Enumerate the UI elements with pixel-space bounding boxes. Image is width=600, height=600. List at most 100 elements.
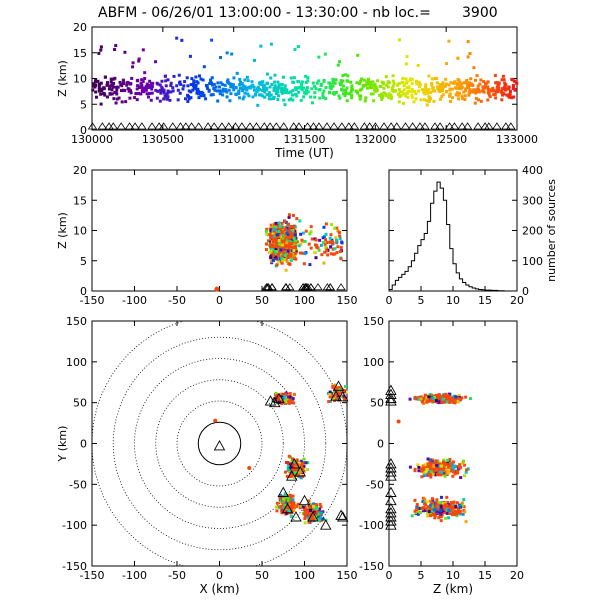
- time-height-point: [384, 92, 388, 96]
- plan-view-point: [312, 517, 316, 521]
- time-height-point: [375, 88, 379, 92]
- time-height-point: [337, 60, 341, 64]
- time-height-point: [177, 73, 181, 77]
- time-height-point: [480, 89, 484, 93]
- time-height-point: [187, 89, 191, 93]
- z-y-point: [450, 397, 454, 401]
- time_height-xtick-label: 130000: [71, 133, 113, 146]
- x-z-point: [301, 240, 305, 244]
- plan-view-point: [275, 509, 279, 513]
- x-z-point: [264, 229, 268, 233]
- plan-view-point: [337, 392, 341, 396]
- time-height-point: [164, 84, 168, 88]
- z-y-station-marker: [385, 384, 397, 395]
- time-height-point: [188, 54, 192, 58]
- time-height-point: [410, 93, 414, 97]
- x-z-point: [321, 236, 325, 240]
- z-y-point: [434, 459, 438, 463]
- plan-view-point: [314, 502, 318, 506]
- time-height-point: [471, 90, 475, 94]
- time-height-point: [267, 94, 271, 98]
- time-height-point: [268, 85, 272, 89]
- z-y-point: [462, 505, 466, 509]
- time-height-point: [106, 81, 110, 85]
- x-z-point: [321, 240, 325, 244]
- z-y-point: [429, 462, 433, 466]
- time-height-point: [121, 88, 125, 92]
- time-height-point: [341, 79, 345, 83]
- time-height-point: [439, 87, 443, 91]
- time-height-point: [241, 97, 245, 101]
- time-height-point: [309, 95, 313, 99]
- z-y-point: [428, 465, 432, 469]
- plan-view-point: [280, 510, 284, 514]
- time-height-point: [232, 76, 236, 80]
- time-height-point: [349, 90, 353, 94]
- plan-view-station-marker: [285, 470, 298, 481]
- x-z-point: [264, 248, 268, 252]
- plan-view-point: [275, 398, 279, 402]
- plan-view-point: [295, 468, 299, 472]
- time-height-point: [213, 88, 217, 92]
- plan-view-point: [283, 492, 287, 496]
- time-height-point: [135, 87, 139, 91]
- time-height-point: [182, 84, 186, 88]
- z-y-point: [445, 495, 449, 499]
- plan-view-station-marker: [335, 509, 347, 520]
- time-height-point: [199, 94, 203, 98]
- time-height-point: [163, 74, 167, 78]
- time-height-point: [455, 83, 459, 87]
- x-z-point: [272, 229, 276, 233]
- time-height-point: [495, 81, 499, 85]
- z-y-point: [446, 470, 450, 474]
- x-z-point: [275, 243, 279, 247]
- plan-view-point: [287, 503, 291, 507]
- time-height-point: [160, 85, 164, 89]
- x-z-point: [335, 241, 339, 245]
- z-y-point: [426, 462, 430, 466]
- time-height-point: [385, 83, 389, 87]
- time-height-point: [257, 81, 261, 85]
- time-height-point: [491, 89, 495, 93]
- plan-view-station-marker: [288, 457, 301, 469]
- time-height-point: [147, 92, 151, 96]
- z-y-point: [445, 508, 449, 512]
- time-height-point: [245, 75, 249, 79]
- time-height-point: [143, 77, 147, 81]
- x-z-point: [323, 243, 327, 247]
- time-height-station-marker: [224, 122, 234, 130]
- x-z-panel: -150 -100 -50 0 50 100 150 0 5 10 15 20 Z (km): [56, 164, 358, 307]
- time-height-point: [389, 97, 393, 101]
- time-height-point: [273, 84, 277, 88]
- time-height-station-marker: [473, 122, 483, 130]
- x-z-point: [297, 244, 301, 248]
- x-z-point: [303, 239, 307, 243]
- plan-view-point: [303, 521, 307, 525]
- time-height-point: [287, 98, 291, 102]
- time-height-point: [158, 83, 162, 87]
- time-height-point: [422, 98, 426, 102]
- x-z-point: [286, 249, 290, 253]
- time-height-point: [424, 86, 428, 90]
- x-z-point: [317, 248, 321, 252]
- time-height-station-marker: [400, 122, 411, 130]
- time-height-point: [265, 93, 269, 97]
- time-height-point: [116, 85, 120, 89]
- time-height-point: [176, 98, 180, 102]
- time-height-point: [408, 78, 412, 82]
- time-height-point: [273, 80, 277, 84]
- time-height-point: [114, 85, 118, 89]
- x-z-point: [331, 247, 335, 251]
- time-height-point: [497, 81, 501, 85]
- z-y-point: [438, 511, 442, 515]
- z-y-point: [428, 472, 432, 476]
- time-height-station-marker: [116, 122, 126, 130]
- x-z-point: [277, 230, 281, 234]
- plan_view-xtick-label: -100: [122, 569, 147, 582]
- time-height-point: [197, 74, 201, 78]
- time-height-point: [430, 81, 434, 85]
- z-y-point: [423, 470, 427, 474]
- x-z-point: [325, 240, 329, 244]
- z-y-point: [426, 466, 430, 470]
- z-y-point: [463, 463, 467, 467]
